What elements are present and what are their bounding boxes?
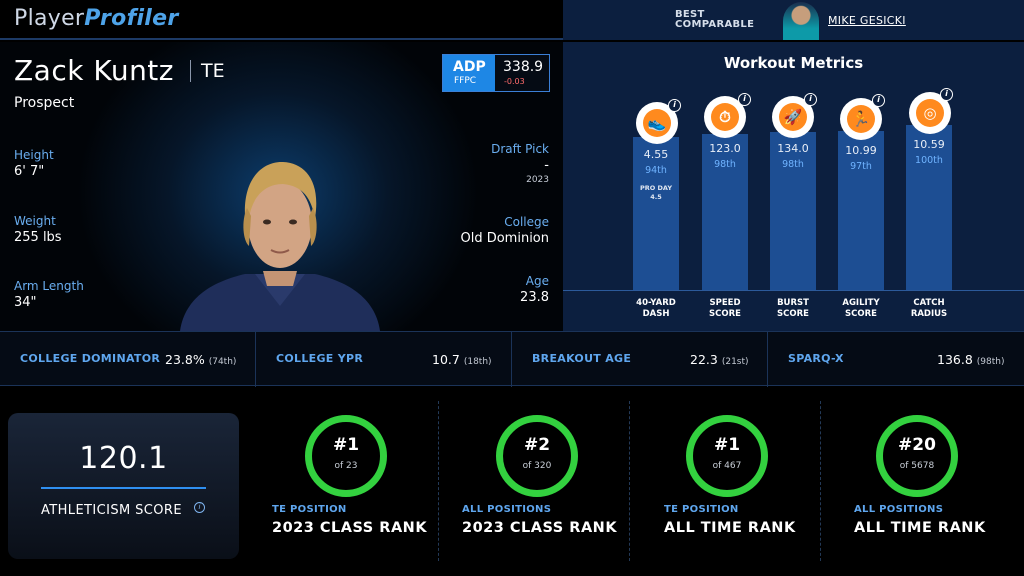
running-shoe-icon: 👟 (636, 102, 678, 144)
rocket-icon: 🚀 (772, 96, 814, 138)
info-icon[interactable]: i (668, 99, 681, 112)
arm-length-value: 34" (14, 295, 37, 310)
divider (629, 401, 630, 561)
rank-label: ALL TIME RANK (664, 520, 796, 536)
player-name: Zack Kuntz (14, 54, 174, 87)
height-label: Height (14, 148, 54, 162)
rank-scope: ALL POSITIONS (854, 504, 944, 515)
height-value: 6' 7" (14, 164, 45, 179)
name-divider (190, 60, 191, 82)
rank-te-2023-class[interactable]: #1 of 23 TE POSITION 2023 CLASS RANK (248, 387, 438, 576)
arm-length-label: Arm Length (14, 279, 84, 293)
info-icon[interactable]: i (940, 88, 953, 101)
college-label: College (504, 215, 549, 229)
metric-value: 10.59 (913, 138, 945, 151)
workout-baseline (563, 290, 1024, 291)
stat-college-dominator[interactable]: COLLEGE DOMINATOR 23.8% (74th) (0, 332, 256, 387)
metric-label: BURST SCORE (777, 298, 809, 319)
rank-ring: #2 of 320 (496, 415, 578, 497)
rank-scope: TE POSITION (664, 504, 739, 515)
stopwatch-icon: ⏱ (704, 96, 746, 138)
player-status: Prospect (14, 95, 75, 111)
adp-label-box: ADP FFPC (443, 55, 495, 91)
player-position: TE (201, 60, 225, 82)
player-panel: Zack Kuntz TE Prospect ADP FFPC 338.9 -0… (0, 42, 563, 331)
pro-day-value: 4.5 (650, 193, 662, 201)
info-icon[interactable]: i (804, 93, 817, 106)
rank-all-2023-class[interactable]: #2 of 320 ALL POSITIONS 2023 CLASS RANK (439, 387, 629, 576)
metric-label: CATCH RADIUS (910, 298, 948, 319)
metric-bar-catch-radius[interactable] (906, 125, 952, 290)
metric-bar-burst-score[interactable] (770, 132, 816, 290)
weight-label: Weight (14, 214, 56, 228)
rank-scope: TE POSITION (272, 504, 347, 515)
ranks-section: 120.1 ATHLETICISM SCORE i #1 of 23 TE PO… (0, 387, 1024, 576)
site-logo[interactable]: PlayerProfiler (14, 6, 179, 31)
draft-pick-value: - (544, 158, 549, 173)
rank-te-all-time[interactable]: #1 of 467 TE POSITION ALL TIME RANK (630, 387, 820, 576)
college-value: Old Dominion (460, 231, 549, 246)
athleticism-score-label: ATHLETICISM SCORE (41, 503, 182, 518)
weight-value: 255 lbs (14, 230, 62, 245)
adp-delta: -0.03 (504, 77, 525, 86)
rank-ring: #20 of 5678 (876, 415, 958, 497)
athleticism-underline (41, 487, 206, 489)
rank-ring: #1 of 467 (686, 415, 768, 497)
metric-label: AGILITY SCORE (842, 298, 880, 319)
age-label: Age (525, 274, 549, 288)
age-value: 23.8 (520, 290, 549, 305)
rank-ring: #1 of 23 (305, 415, 387, 497)
rank-label: ALL TIME RANK (854, 520, 986, 536)
rank-label: 2023 CLASS RANK (462, 520, 618, 536)
top-bar: PlayerProfiler (0, 0, 563, 40)
metric-percentile: 97th (850, 161, 872, 172)
runner-icon: 🏃 (840, 98, 882, 140)
pro-day-label: PRO DAY (639, 184, 673, 192)
divider (820, 401, 821, 561)
best-comparable-bar: BEST COMPARABLE MIKE GESICKI (563, 0, 1024, 40)
metric-bar-40-yard-dash[interactable] (633, 137, 679, 290)
stat-breakout-age[interactable]: BREAKOUT AGE 22.3 (21st) (512, 332, 768, 387)
metric-bar-agility-score[interactable] (838, 131, 884, 290)
metric-bar-speed-score[interactable] (702, 134, 748, 290)
info-icon[interactable]: i (872, 94, 885, 107)
comparable-player-link[interactable]: MIKE GESICKI (828, 14, 906, 27)
rank-all-all-time[interactable]: #20 of 5678 ALL POSITIONS ALL TIME RANK (821, 387, 1011, 576)
comparable-avatar[interactable] (783, 2, 819, 40)
adp-value: 338.9 (503, 59, 544, 75)
player-photo (180, 161, 380, 331)
best-comparable-label: BEST COMPARABLE (675, 9, 755, 30)
draft-year: 2023 (526, 175, 549, 185)
college-stats-row: COLLEGE DOMINATOR 23.8% (74th) COLLEGE Y… (0, 331, 1024, 387)
stat-sparq-x[interactable]: SPARQ-X 136.8 (98th) (788, 352, 1005, 367)
metric-label: 40-YARD DASH (636, 298, 676, 319)
adp-badge[interactable]: ADP FFPC 338.9 -0.03 (442, 54, 550, 92)
athleticism-score-value: 120.1 (79, 441, 168, 476)
metric-value: 123.0 (709, 142, 741, 155)
metric-value: 10.99 (845, 144, 877, 157)
stat-college-ypr[interactable]: COLLEGE YPR 10.7 (18th) (256, 332, 512, 387)
metric-percentile: 94th (645, 165, 667, 176)
athleticism-score-card[interactable]: 120.1 ATHLETICISM SCORE i (8, 413, 239, 559)
metric-label: SPEED SCORE (709, 298, 741, 319)
divider (438, 401, 439, 561)
rank-label: 2023 CLASS RANK (272, 520, 428, 536)
workout-metrics-panel: Workout Metrics 👟 i 4.55 94th PRO DAY 4.… (563, 42, 1024, 331)
rank-scope: ALL POSITIONS (462, 504, 552, 515)
workout-metrics-title: Workout Metrics (723, 54, 864, 72)
metric-value: 4.55 (643, 148, 669, 161)
metric-percentile: 100th (915, 155, 943, 166)
metric-percentile: 98th (714, 159, 736, 170)
draft-pick-label: Draft Pick (491, 142, 549, 156)
info-icon[interactable]: i (738, 93, 751, 106)
metric-value: 134.0 (777, 142, 809, 155)
metric-percentile: 98th (782, 159, 804, 170)
info-icon[interactable]: i (194, 502, 205, 513)
